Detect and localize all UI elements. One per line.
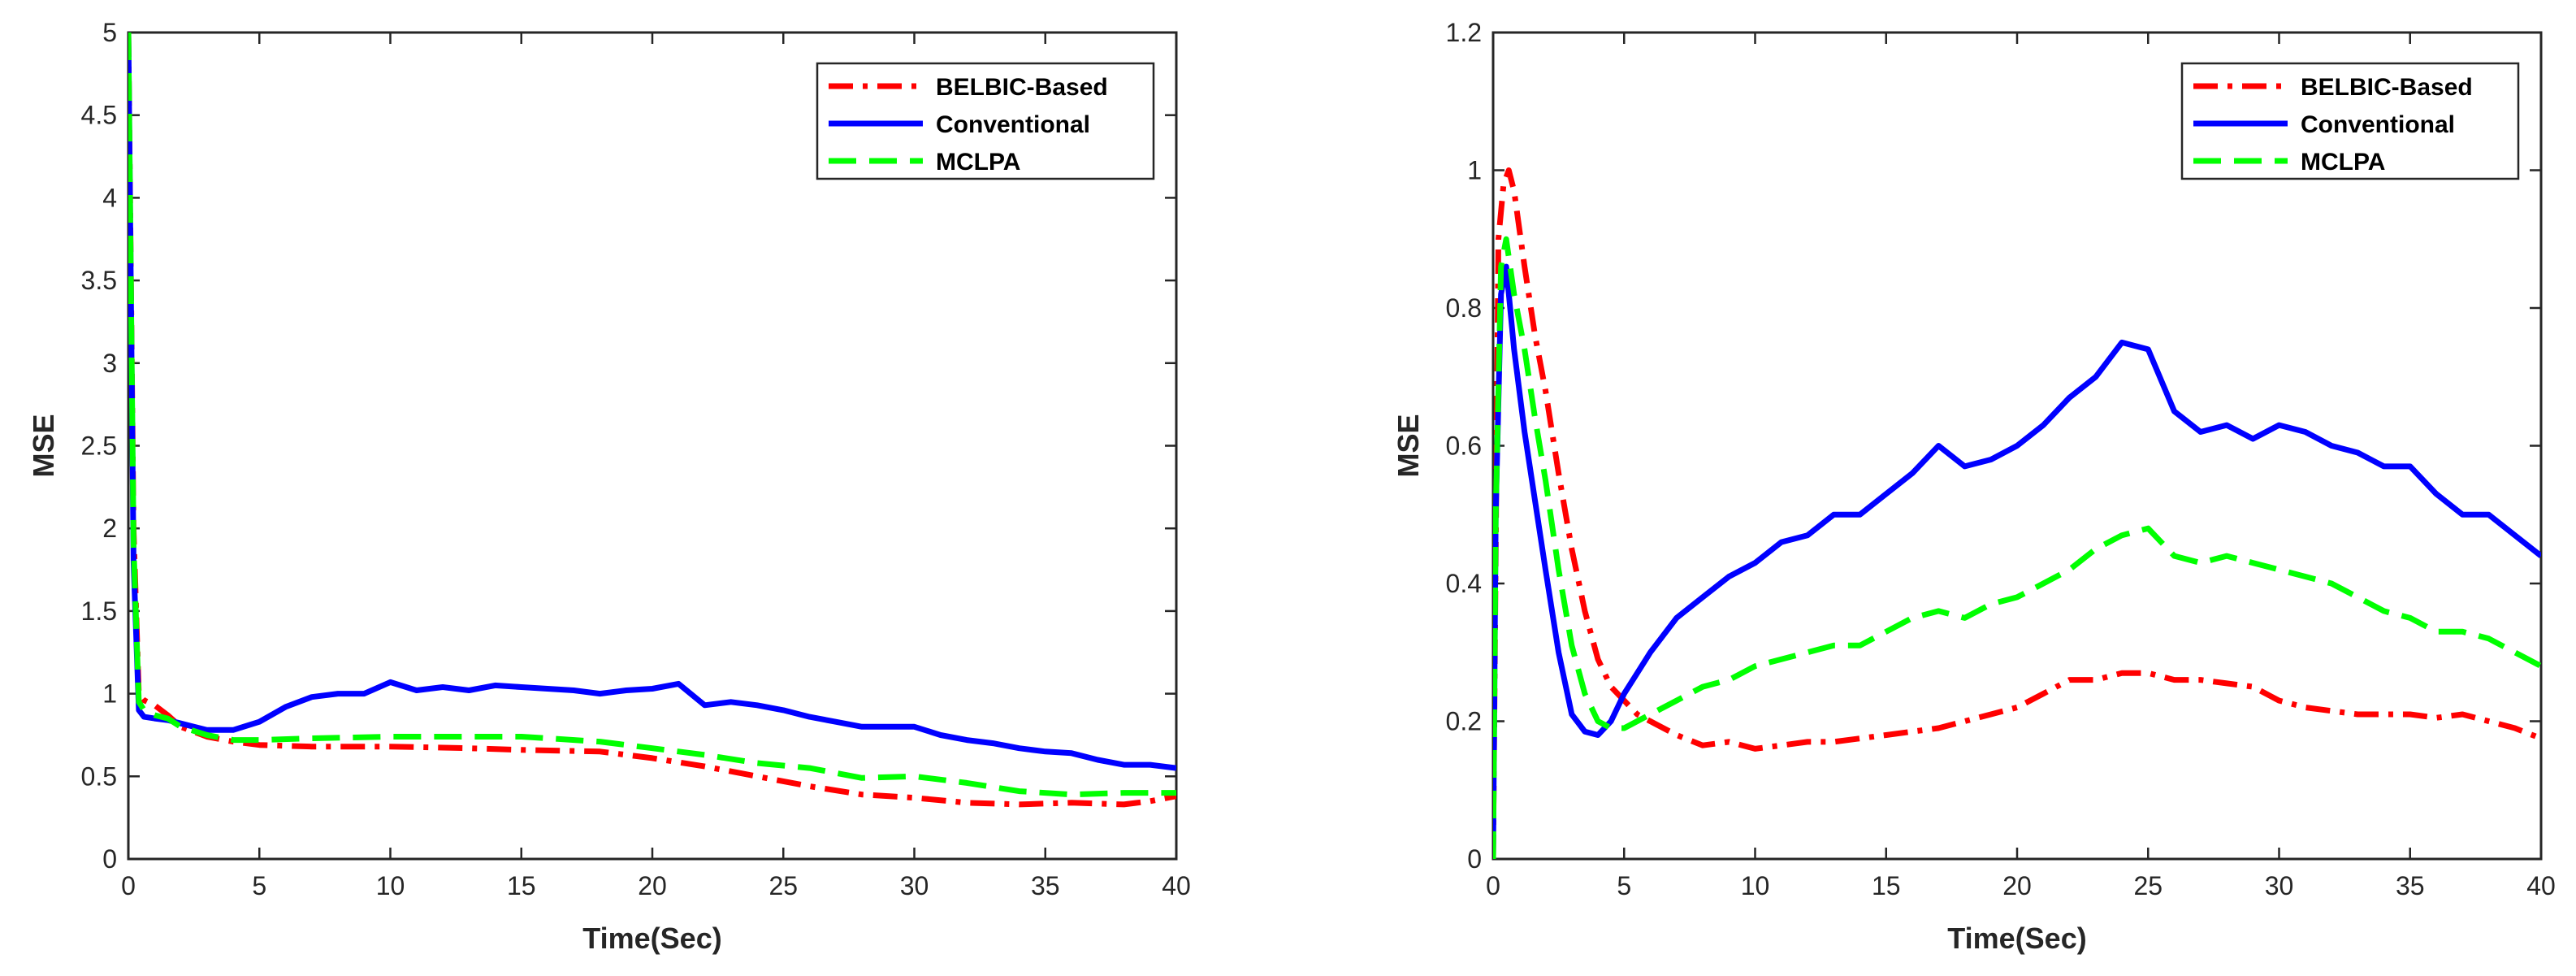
y-tick-label: 0.8 <box>1446 293 1482 323</box>
series-line-mclpa <box>128 32 1176 798</box>
y-axis-label: MSE <box>27 414 60 477</box>
x-tick-label: 40 <box>2526 871 2556 900</box>
y-tick-label: 1.2 <box>1446 18 1482 47</box>
y-tick-label: 0.5 <box>81 761 117 791</box>
y-tick-label: 1.5 <box>81 596 117 626</box>
y-tick-label: 1 <box>1467 156 1482 185</box>
x-tick-label: 5 <box>252 871 266 900</box>
x-tick-label: 20 <box>2002 871 2032 900</box>
series-line-conventional <box>1493 263 2541 859</box>
x-tick-label: 25 <box>768 871 798 900</box>
y-tick-label: 0.4 <box>1446 569 1482 598</box>
legend-label: MCLPA <box>936 149 1020 176</box>
x-tick-label: 30 <box>2265 871 2294 900</box>
legend-label: Conventional <box>936 111 1090 138</box>
x-tick-label: 35 <box>1031 871 1060 900</box>
x-tick-label: 40 <box>1162 871 1191 900</box>
legend-label: BELBIC-Based <box>936 74 1108 101</box>
x-tick-label: 10 <box>376 871 405 900</box>
series-line-mclpa <box>1493 236 2541 859</box>
y-tick-label: 0.2 <box>1446 707 1482 736</box>
series-line-belbic-based <box>1493 167 2541 859</box>
x-tick-label: 15 <box>1872 871 1901 900</box>
legend-label: BELBIC-Based <box>2301 74 2473 101</box>
y-tick-label: 2.5 <box>81 432 117 461</box>
legend-label: Conventional <box>2301 111 2455 138</box>
x-tick-label: 0 <box>1486 871 1500 900</box>
x-tick-label: 5 <box>1617 871 1631 900</box>
x-tick-label: 10 <box>1741 871 1770 900</box>
y-axis-label: MSE <box>1392 414 1425 477</box>
chart-panel-2: 0 5 10 15 20 25 30 35 40 0 0.2 0.4 0.6 0.8 1 1.2 Time(Se… <box>1392 18 2556 955</box>
x-tick-label: 25 <box>2133 871 2163 900</box>
chart-panel-1: 0 5 10 15 20 25 30 35 40 0 0.5 1 1.5 2 2.5 3 3.5 4 4.5 5 Tim… <box>27 18 1191 955</box>
x-tick-label: 15 <box>507 871 536 900</box>
y-tick-label: 0 <box>102 844 117 874</box>
x-tick-label: 35 <box>2396 871 2425 900</box>
x-tick-label: 20 <box>638 871 667 900</box>
x-tick-label: 0 <box>121 871 136 900</box>
y-tick-label: 5 <box>102 18 117 47</box>
y-tick-label: 4 <box>102 183 117 212</box>
y-tick-label: 3 <box>102 349 117 378</box>
y-tick-label: 0 <box>1467 844 1482 874</box>
x-tick-label: 30 <box>900 871 929 900</box>
x-axis-label: Time(Sec) <box>1947 922 2086 955</box>
x-axis-label: Time(Sec) <box>582 922 721 955</box>
y-tick-label: 4.5 <box>81 101 117 130</box>
y-tick-label: 2 <box>102 514 117 543</box>
series-group <box>128 32 1176 808</box>
series-line-conventional <box>128 32 1176 771</box>
series-line-belbic-based <box>128 32 1176 808</box>
y-tick-label: 3.5 <box>81 266 117 295</box>
legend-label: MCLPA <box>2301 149 2385 176</box>
series-group <box>1493 167 2541 859</box>
y-tick-label: 1 <box>102 679 117 709</box>
y-tick-label: 0.6 <box>1446 432 1482 461</box>
